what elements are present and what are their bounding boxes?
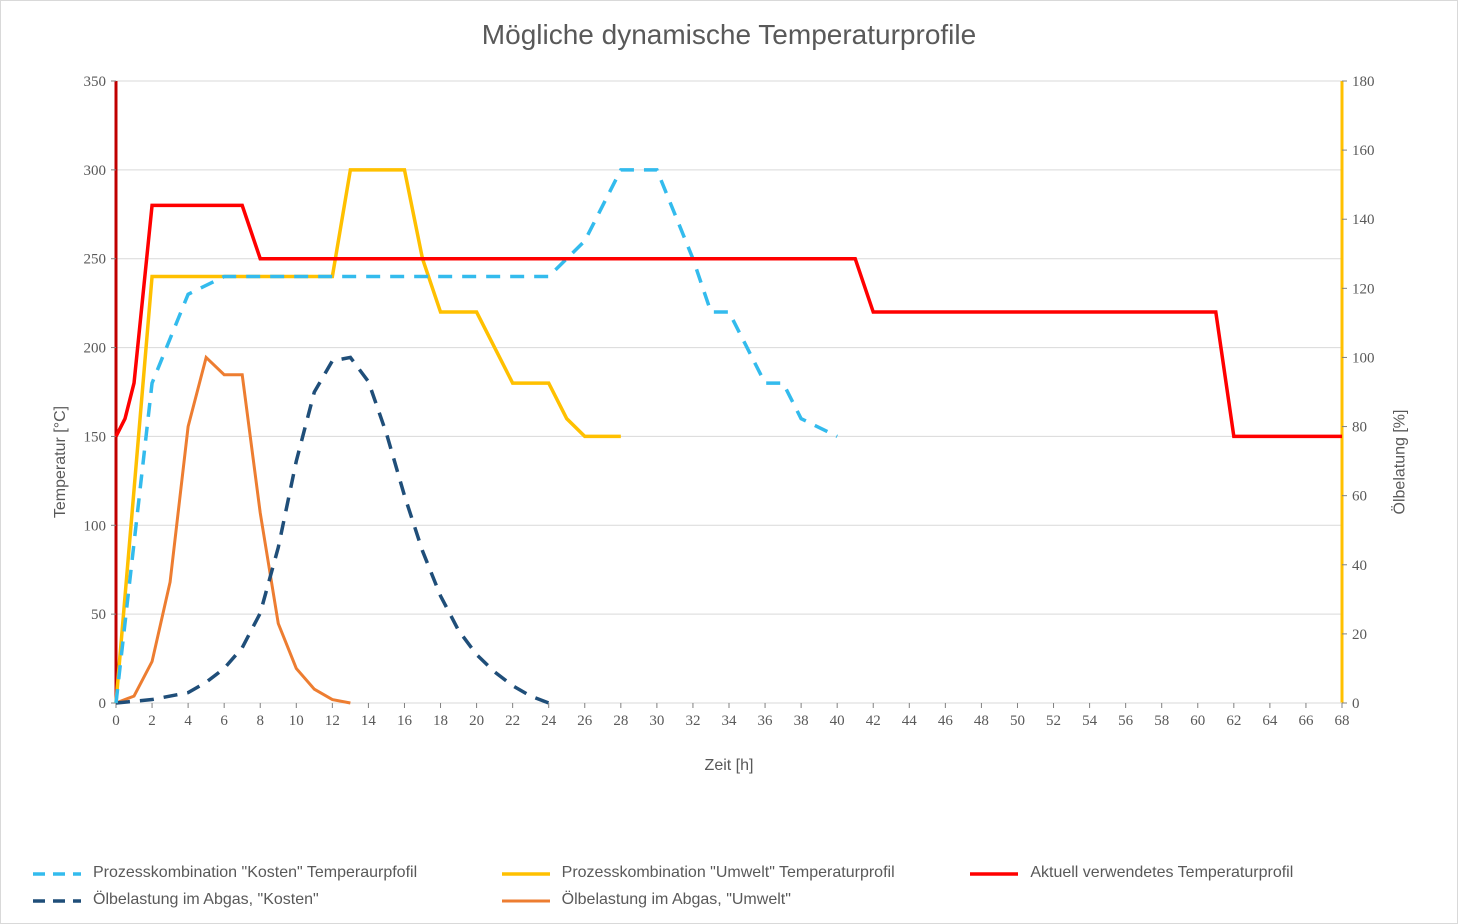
svg-text:150: 150 bbox=[84, 429, 107, 445]
svg-text:38: 38 bbox=[794, 713, 809, 729]
svg-text:4: 4 bbox=[184, 713, 192, 729]
svg-text:0: 0 bbox=[1352, 696, 1360, 712]
svg-text:350: 350 bbox=[84, 74, 107, 90]
svg-text:48: 48 bbox=[974, 713, 989, 729]
svg-text:36: 36 bbox=[758, 713, 774, 729]
series-aktuell_temp bbox=[116, 205, 1342, 436]
svg-text:2: 2 bbox=[148, 713, 156, 729]
legend: Prozesskombination "Kosten" Temperaurpfo… bbox=[31, 863, 1427, 911]
svg-text:60: 60 bbox=[1352, 489, 1367, 505]
svg-text:54: 54 bbox=[1082, 713, 1098, 729]
svg-text:20: 20 bbox=[469, 713, 484, 729]
svg-text:300: 300 bbox=[84, 163, 107, 179]
svg-text:46: 46 bbox=[938, 713, 954, 729]
svg-text:50: 50 bbox=[91, 607, 106, 623]
plot-area: 0501001502002503003500204060801001201401… bbox=[61, 71, 1397, 743]
legend-label: Ölbelastung im Abgas, "Umwelt" bbox=[562, 890, 959, 911]
chart-title: Mögliche dynamische Temperaturprofile bbox=[1, 1, 1457, 61]
svg-text:60: 60 bbox=[1190, 713, 1205, 729]
legend-swatch-umwelt_temp bbox=[500, 865, 552, 883]
legend-item-aktuell_temp: Aktuell verwendetes Temperaturprofil bbox=[968, 863, 1427, 884]
svg-text:0: 0 bbox=[112, 713, 120, 729]
legend-swatch-kosten_temp bbox=[31, 865, 83, 883]
svg-text:24: 24 bbox=[541, 713, 557, 729]
legend-item-umwelt_oel: Ölbelastung im Abgas, "Umwelt" bbox=[500, 890, 959, 911]
svg-text:160: 160 bbox=[1352, 143, 1375, 159]
svg-text:80: 80 bbox=[1352, 420, 1367, 436]
svg-text:52: 52 bbox=[1046, 713, 1061, 729]
svg-text:62: 62 bbox=[1226, 713, 1241, 729]
legend-label: Prozesskombination "Kosten" Temperaurpfo… bbox=[93, 863, 490, 884]
svg-text:20: 20 bbox=[1352, 627, 1367, 643]
series-kosten_oel bbox=[116, 357, 549, 703]
svg-text:58: 58 bbox=[1154, 713, 1169, 729]
svg-text:56: 56 bbox=[1118, 713, 1134, 729]
plot-svg: 0501001502002503003500204060801001201401… bbox=[61, 71, 1397, 743]
svg-text:22: 22 bbox=[505, 713, 520, 729]
svg-text:120: 120 bbox=[1352, 281, 1375, 297]
svg-text:42: 42 bbox=[866, 713, 881, 729]
svg-text:100: 100 bbox=[1352, 350, 1375, 366]
legend-label: Aktuell verwendetes Temperaturprofil bbox=[1030, 863, 1427, 884]
svg-text:32: 32 bbox=[685, 713, 700, 729]
svg-text:28: 28 bbox=[613, 713, 628, 729]
svg-text:8: 8 bbox=[256, 713, 264, 729]
svg-text:50: 50 bbox=[1010, 713, 1025, 729]
svg-text:34: 34 bbox=[722, 713, 738, 729]
svg-text:40: 40 bbox=[1352, 558, 1367, 574]
legend-item-umwelt_temp: Prozesskombination "Umwelt" Temperaturpr… bbox=[500, 863, 959, 884]
chart-container: Mögliche dynamische Temperaturprofile Te… bbox=[0, 0, 1458, 924]
x-axis-label: Zeit [h] bbox=[1, 757, 1457, 775]
legend-swatch-kosten_oel bbox=[31, 892, 83, 910]
legend-item-kosten_temp: Prozesskombination "Kosten" Temperaurpfo… bbox=[31, 863, 490, 884]
legend-item-kosten_oel: Ölbelastung im Abgas, "Kosten" bbox=[31, 890, 490, 911]
svg-text:44: 44 bbox=[902, 713, 918, 729]
svg-text:68: 68 bbox=[1335, 713, 1350, 729]
svg-text:16: 16 bbox=[397, 713, 413, 729]
svg-text:6: 6 bbox=[220, 713, 228, 729]
svg-text:180: 180 bbox=[1352, 74, 1375, 90]
legend-swatch-aktuell_temp bbox=[968, 865, 1020, 883]
svg-text:12: 12 bbox=[325, 713, 340, 729]
svg-text:66: 66 bbox=[1298, 713, 1314, 729]
svg-text:140: 140 bbox=[1352, 212, 1375, 228]
legend-label: Prozesskombination "Umwelt" Temperaturpr… bbox=[562, 863, 959, 884]
svg-text:100: 100 bbox=[84, 518, 107, 534]
svg-text:18: 18 bbox=[433, 713, 448, 729]
legend-swatch-umwelt_oel bbox=[500, 892, 552, 910]
svg-text:0: 0 bbox=[99, 696, 107, 712]
legend-label: Ölbelastung im Abgas, "Kosten" bbox=[93, 890, 490, 911]
svg-text:250: 250 bbox=[84, 252, 107, 268]
svg-text:40: 40 bbox=[830, 713, 845, 729]
svg-text:26: 26 bbox=[577, 713, 593, 729]
svg-text:64: 64 bbox=[1262, 713, 1278, 729]
series-umwelt_oel bbox=[116, 357, 350, 703]
svg-text:30: 30 bbox=[649, 713, 664, 729]
svg-text:200: 200 bbox=[84, 341, 107, 357]
svg-text:14: 14 bbox=[361, 713, 377, 729]
svg-text:10: 10 bbox=[289, 713, 304, 729]
